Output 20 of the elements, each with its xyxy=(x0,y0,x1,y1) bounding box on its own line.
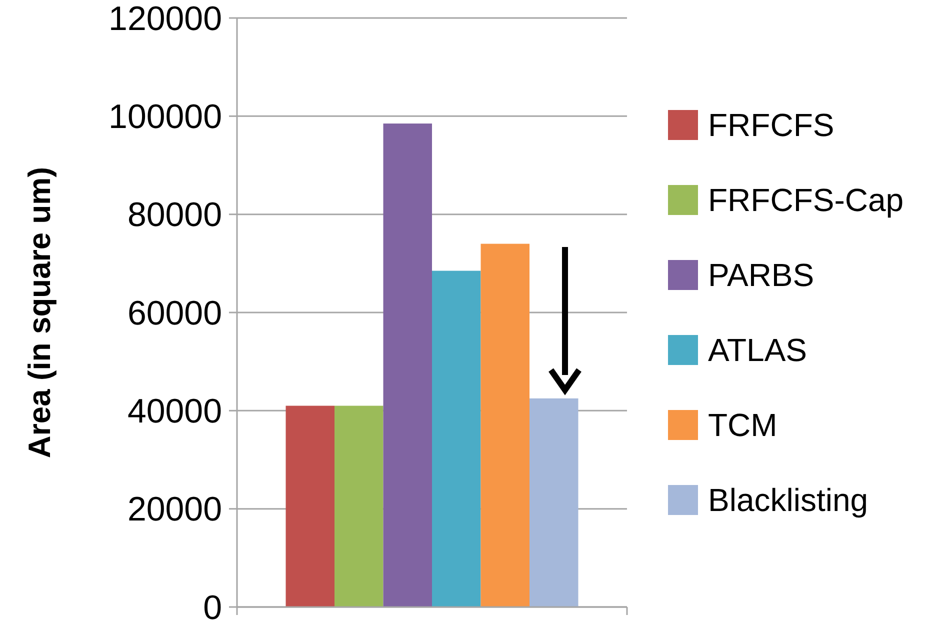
y-tick-label: 40000 xyxy=(127,392,222,431)
bar xyxy=(383,124,432,607)
y-tick-label: 120000 xyxy=(108,0,222,38)
bar xyxy=(334,406,384,607)
y-tick-label: 100000 xyxy=(108,98,222,136)
legend-label: FRFCFS-Cap xyxy=(708,182,904,218)
y-tick-label: 0 xyxy=(203,588,222,627)
bar xyxy=(530,398,578,607)
legend-label: TCM xyxy=(708,407,778,444)
y-tick-label: 80000 xyxy=(127,196,222,234)
y-tick-label: 60000 xyxy=(127,294,222,332)
y-axis-title: Area (in square um) xyxy=(22,166,57,458)
y-tick-label: 20000 xyxy=(127,490,222,529)
legend-label: PARBS xyxy=(708,257,814,294)
legend-label: ATLAS xyxy=(708,332,807,368)
bar xyxy=(480,244,530,607)
bar xyxy=(432,270,481,607)
legend-label: Blacklisting xyxy=(708,482,868,518)
bar xyxy=(286,406,334,607)
legend-label: FRFCFS xyxy=(708,107,834,144)
